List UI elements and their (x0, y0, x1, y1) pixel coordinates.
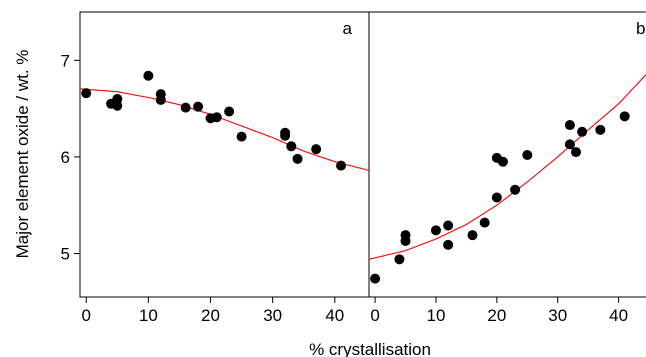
x-tick-label-a-30: 30 (263, 306, 282, 325)
x-tick-label-b-10: 10 (427, 306, 446, 325)
fit-line-a (79, 88, 370, 171)
panel-b-label: b (636, 19, 645, 38)
data-point-a-0 (81, 88, 92, 99)
data-point-a-18 (336, 160, 347, 171)
data-point-a-7 (180, 102, 191, 113)
data-point-b-14 (564, 120, 575, 131)
y-tick-label-a-5: 5 (61, 245, 70, 264)
data-point-a-14 (280, 130, 291, 141)
data-point-b-5 (443, 220, 454, 231)
data-point-a-15 (286, 141, 297, 152)
data-point-b-11 (497, 156, 508, 167)
x-tick-label-b-0: 0 (370, 306, 379, 325)
panel-a-fit (79, 88, 370, 171)
data-point-b-3 (400, 235, 411, 246)
x-tick-label-a-10: 10 (139, 306, 158, 325)
data-point-a-3 (112, 93, 123, 104)
data-point-a-12 (236, 131, 247, 142)
panel-a-label: a (343, 19, 353, 38)
data-point-b-13 (522, 149, 533, 160)
fit-line-b (368, 74, 646, 260)
data-point-b-10 (491, 192, 502, 203)
panel-b-points (370, 111, 630, 284)
x-tick-label-a-20: 20 (201, 306, 220, 325)
x-tick-label-a-40: 40 (325, 306, 344, 325)
panel-a-ticks: 0 10 20 30 40 5 6 7 (61, 51, 345, 325)
data-point-b-19 (619, 111, 630, 122)
data-point-a-10 (211, 112, 222, 123)
y-tick-label-a-6: 6 (61, 148, 70, 167)
x-tick-label-a-0: 0 (81, 306, 90, 325)
panel-b-fit (368, 74, 646, 260)
data-point-a-8 (193, 101, 204, 112)
data-point-b-7 (467, 230, 478, 241)
data-point-a-4 (143, 70, 154, 81)
panel-b-ticks: 0 10 20 30 40 (370, 297, 628, 325)
data-point-b-4 (430, 225, 441, 236)
data-point-b-8 (479, 217, 490, 228)
y-axis-title: Major element oxide / wt. % (13, 50, 32, 259)
data-point-a-16 (292, 153, 303, 164)
panel-b: b 0 10 20 30 40 (368, 11, 646, 325)
panel-b-frame (369, 11, 646, 298)
data-point-b-18 (595, 124, 606, 135)
data-point-b-15 (564, 139, 575, 150)
data-point-b-6 (443, 239, 454, 250)
data-point-a-6 (155, 94, 166, 105)
x-tick-label-b-40: 40 (609, 306, 628, 325)
data-point-b-12 (510, 184, 521, 195)
data-point-b-0 (370, 273, 381, 284)
panel-a: a 0 10 20 30 40 5 6 7 (61, 11, 370, 325)
panel-a-points (81, 70, 347, 171)
data-point-a-17 (311, 144, 322, 155)
y-tick-label-a-7: 7 (61, 51, 70, 70)
panel-a-frame (79, 11, 370, 298)
data-point-a-11 (224, 106, 235, 117)
data-point-b-16 (570, 147, 581, 158)
data-point-b-1 (394, 254, 405, 265)
data-point-b-17 (577, 126, 588, 137)
x-tick-label-b-30: 30 (548, 306, 567, 325)
x-tick-label-b-20: 20 (487, 306, 506, 325)
x-axis-title: % crystallisation (309, 340, 431, 357)
